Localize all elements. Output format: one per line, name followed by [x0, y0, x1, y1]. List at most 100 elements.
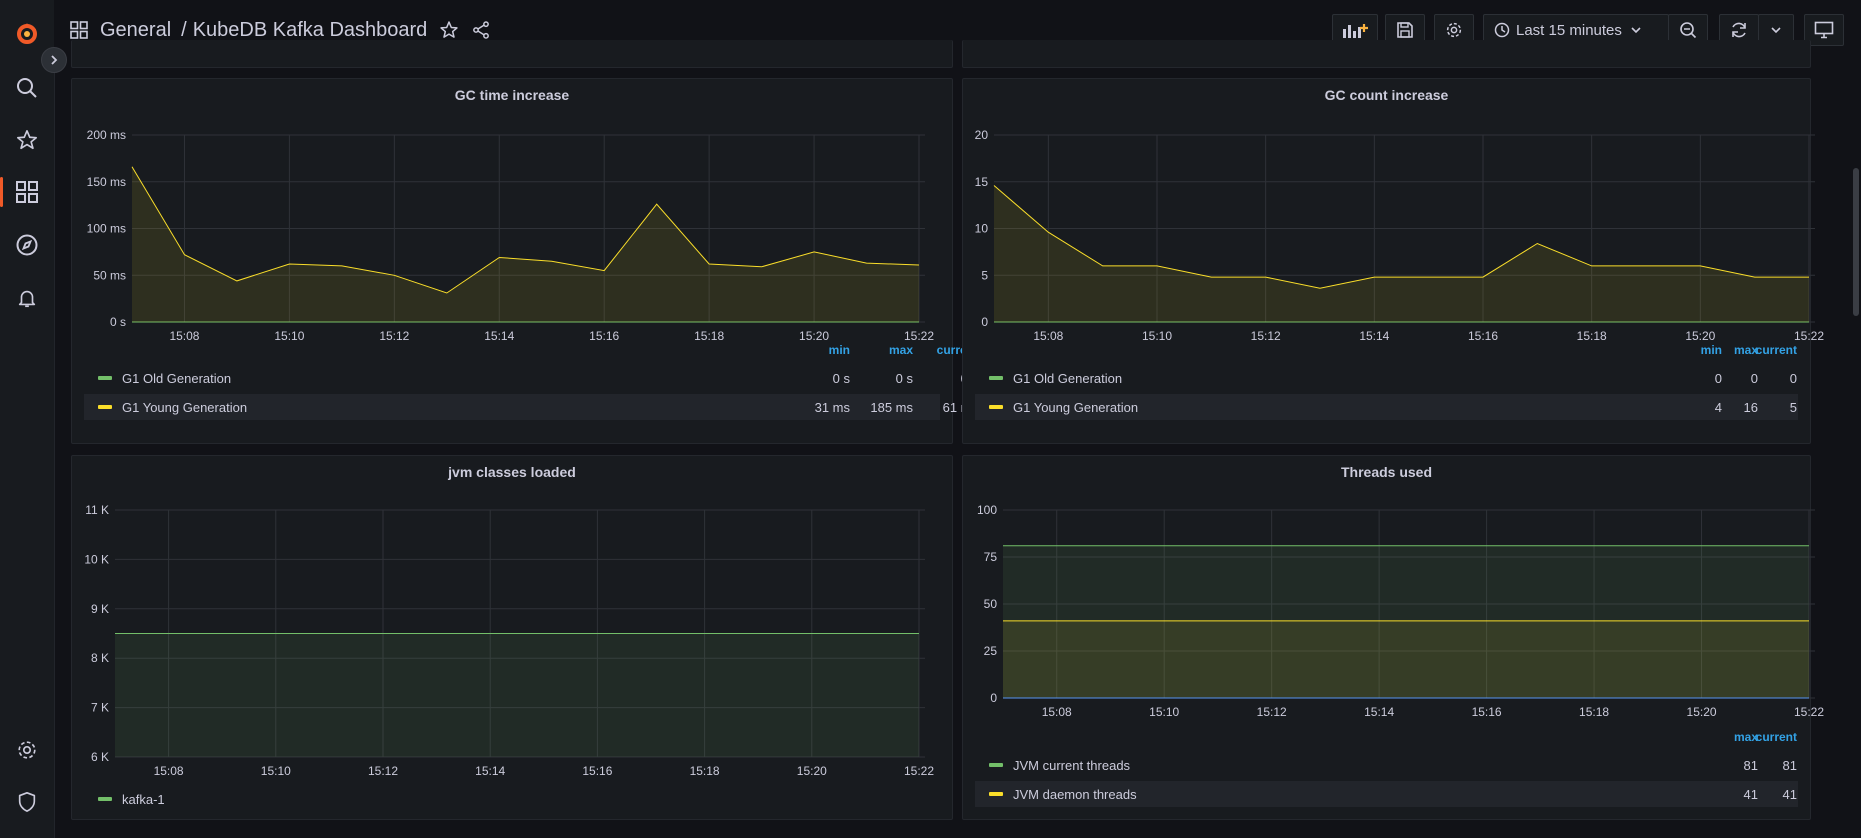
panel-title[interactable]: Threads used: [1340, 464, 1433, 480]
save-icon: [1397, 22, 1413, 38]
panel-title[interactable]: jvm classes loaded: [448, 464, 576, 480]
legend-header-current[interactable]: current: [1755, 730, 1797, 744]
x-tick-label: 15:22: [904, 329, 934, 343]
search-icon[interactable]: [9, 70, 45, 106]
chart-svg[interactable]: 0 s 50 ms 100 ms 150 ms 200 ms 15:08 15:10 15:1…: [72, 79, 954, 445]
legend-swatch[interactable]: [98, 405, 112, 409]
expand-sidebar-button[interactable]: [41, 47, 67, 73]
legend-header-min[interactable]: min: [1700, 343, 1722, 357]
alerting-bell-icon[interactable]: [9, 280, 45, 316]
x-tick-label: 15:18: [1577, 329, 1607, 343]
y-tick-label: 8 K: [91, 651, 109, 665]
explore-icon[interactable]: [9, 227, 45, 263]
x-tick-label: 15:20: [797, 764, 827, 778]
y-tick-label: 100: [977, 503, 997, 517]
chart-svg[interactable]: 0 5 10 15 20 15:08 15:10 15:12 15:14 15:16 15:18 15…: [963, 79, 1825, 445]
y-tick-label: 20: [975, 128, 989, 142]
x-tick-label: 15:18: [690, 764, 720, 778]
legend-swatch[interactable]: [989, 792, 1003, 796]
y-tick-label: 0 s: [110, 315, 126, 329]
legend-series-name[interactable]: JVM current threads: [1013, 757, 1131, 773]
chart-svg[interactable]: 0 25 50 75 100 15:08 15:10 15:12 15:14 15:16 15:18…: [963, 456, 1824, 821]
legend-value-max: 81: [1743, 758, 1758, 773]
refresh-icon: [1732, 22, 1746, 38]
clock-icon: [1494, 22, 1510, 38]
x-tick-label: 15:12: [379, 329, 409, 343]
legend-header-current[interactable]: current: [1755, 343, 1797, 357]
legend-swatch[interactable]: [989, 763, 1003, 767]
legend-item[interactable]: G1 Young Generation: [975, 394, 1798, 420]
active-indicator: [0, 177, 3, 207]
legend-series-name[interactable]: G1 Young Generation: [122, 399, 248, 415]
legend-value-current: 5: [1789, 400, 1797, 415]
series-line-1: [131, 166, 920, 294]
panel-0[interactable]: GC time increase 0 s 50 ms 100 ms 150 ms 200 …: [71, 78, 978, 445]
legend-series-name[interactable]: G1 Old Generation: [1013, 370, 1123, 386]
y-tick-label: 7 K: [91, 701, 109, 715]
x-tick-label: 15:08: [154, 764, 184, 778]
legend-item[interactable]: JVM current threads: [975, 752, 1798, 778]
x-tick-label: 15:08: [169, 329, 199, 343]
x-tick-label: 15:10: [1142, 329, 1172, 343]
x-tick-label: 15:10: [274, 329, 304, 343]
legend-item[interactable]: G1 Old Generation: [975, 365, 1798, 391]
legend-value-min: 31 ms: [814, 400, 850, 415]
legend-header-max[interactable]: max: [888, 343, 913, 357]
legend-header-min[interactable]: min: [828, 343, 850, 357]
server-admin-shield-icon[interactable]: [9, 784, 45, 820]
legend-header-max[interactable]: max: [1733, 730, 1758, 744]
panel-2[interactable]: jvm classes loaded 6 K 7 K 8 K 9 K 10 K 11 K 15…: [71, 455, 953, 820]
x-tick-label: 15:22: [904, 764, 934, 778]
panel-title[interactable]: GC count increase: [1324, 87, 1449, 103]
x-tick-label: 15:10: [1149, 705, 1179, 719]
legend-value-max: 41: [1743, 787, 1758, 802]
star-icon[interactable]: [9, 122, 45, 158]
legend-series-name[interactable]: kafka-1: [122, 791, 165, 807]
dashboards-grid-icon: [70, 21, 88, 39]
legend-swatch[interactable]: [989, 405, 1003, 409]
breadcrumb-folder-link[interactable]: General: [100, 18, 172, 41]
legend-series-name[interactable]: G1 Old Generation: [122, 370, 232, 386]
legend-swatch[interactable]: [98, 797, 112, 801]
legend-value-max: 0: [1750, 371, 1758, 386]
legend-series-name[interactable]: JVM daemon threads: [1013, 786, 1137, 802]
grafana-logo-icon[interactable]: [9, 16, 45, 52]
share-icon[interactable]: [471, 20, 491, 40]
legend-value-min: 0 s: [832, 371, 850, 386]
series-area-1: [994, 185, 1809, 322]
legend-item[interactable]: G1 Old Generation: [84, 365, 940, 391]
y-tick-label: 0: [981, 315, 988, 329]
gear-icon: [1446, 22, 1462, 38]
y-tick-label: 50 ms: [93, 268, 126, 282]
panel-1[interactable]: GC count increase 0 5 10 15 20 15:08 15:10 15:12…: [962, 78, 1825, 445]
legend-value-current: 81: [1782, 758, 1797, 773]
chart-svg[interactable]: 6 K 7 K 8 K 9 K 10 K 11 K 15:08 15:10 15:12 15:14…: [72, 456, 954, 821]
dashboards-icon[interactable]: [9, 174, 45, 210]
legend-item[interactable]: kafka-1: [84, 786, 940, 812]
y-tick-label: 0: [990, 691, 997, 705]
legend-item[interactable]: G1 Young Generation: [84, 394, 940, 420]
y-tick-label: 10: [975, 222, 989, 236]
star-dashboard-icon[interactable]: [439, 20, 459, 40]
y-tick-label: 15: [975, 175, 989, 189]
breadcrumb-separator: /: [181, 18, 187, 41]
page-scrollbar[interactable]: [1853, 168, 1859, 316]
dashboard-title[interactable]: KubeDB Kafka Dashboard: [192, 18, 428, 41]
legend-item[interactable]: JVM daemon threads: [975, 781, 1798, 807]
x-tick-label: 15:16: [582, 764, 612, 778]
legend-value-max: 16: [1743, 400, 1758, 415]
panel-3[interactable]: Threads used 0 25 50 75 100 15:08 15:10 15:12 15:…: [962, 455, 1824, 821]
legend-header-max[interactable]: max: [1733, 343, 1758, 357]
legend-value-max: 0 s: [895, 371, 913, 386]
configuration-gear-icon[interactable]: [9, 732, 45, 768]
legend-swatch[interactable]: [98, 376, 112, 380]
series-area-0: [1003, 545, 1809, 698]
y-tick-label: 25: [984, 644, 998, 658]
panel-title[interactable]: GC time increase: [454, 87, 570, 103]
breadcrumb: General / KubeDB Kafka Dashboard: [70, 16, 491, 44]
legend-series-name[interactable]: G1 Young Generation: [1013, 399, 1139, 415]
legend-value-min: 0: [1714, 371, 1722, 386]
legend-swatch[interactable]: [989, 376, 1003, 380]
legend-value-max: 185 ms: [870, 400, 913, 415]
x-tick-label: 15:16: [1472, 705, 1502, 719]
